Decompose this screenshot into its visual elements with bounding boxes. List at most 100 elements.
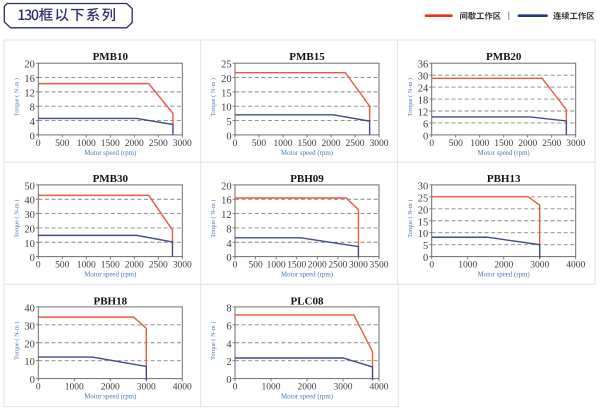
svg-text:4000: 4000 (566, 261, 585, 271)
svg-text:Torque ( N-m ): Torque ( N-m ) (13, 322, 20, 360)
svg-text:Torque ( N-m ): Torque ( N-m ) (210, 322, 217, 360)
svg-text:10: 10 (221, 103, 232, 114)
svg-text:2000: 2000 (101, 383, 120, 393)
svg-text:PBH13: PBH13 (487, 173, 521, 185)
svg-text:2500: 2500 (328, 261, 347, 271)
svg-text:1500: 1500 (101, 139, 120, 149)
svg-text:1000: 1000 (65, 383, 84, 393)
svg-text:8: 8 (226, 224, 231, 235)
svg-text:6: 6 (423, 119, 428, 130)
svg-text:1000: 1000 (262, 383, 281, 393)
svg-text:1000: 1000 (458, 261, 477, 271)
svg-text:500: 500 (55, 139, 70, 149)
svg-text:Torque ( N-m ): Torque ( N-m ) (407, 200, 414, 238)
svg-text:2000: 2000 (125, 139, 144, 149)
svg-text:12: 12 (418, 108, 429, 119)
svg-text:Motor speed (rpm): Motor speed (rpm) (478, 150, 530, 157)
svg-text:PMB20: PMB20 (486, 51, 522, 63)
svg-text:3000: 3000 (566, 139, 585, 149)
svg-text:3000: 3000 (530, 261, 549, 271)
svg-text:2500: 2500 (149, 261, 168, 271)
svg-text:0: 0 (36, 261, 41, 271)
svg-text:15: 15 (418, 217, 429, 228)
svg-text:Motor speed (rpm): Motor speed (rpm) (84, 394, 136, 401)
svg-text:1000: 1000 (77, 261, 96, 271)
svg-text:3000: 3000 (173, 261, 192, 271)
svg-text:1500: 1500 (298, 139, 317, 149)
svg-text:Motor speed (rpm): Motor speed (rpm) (281, 272, 333, 279)
svg-text:0: 0 (30, 375, 35, 386)
svg-text:1000: 1000 (267, 261, 286, 271)
svg-text:5: 5 (423, 241, 428, 252)
svg-text:Motor speed (rpm): Motor speed (rpm) (478, 272, 530, 279)
svg-text:3000: 3000 (370, 139, 389, 149)
svg-text:4: 4 (226, 339, 232, 350)
svg-text:0: 0 (429, 139, 434, 149)
svg-text:30: 30 (24, 321, 35, 332)
svg-text:40: 40 (24, 196, 35, 207)
svg-text:16: 16 (24, 74, 35, 85)
svg-text:12: 12 (24, 88, 35, 99)
svg-text:8: 8 (30, 103, 35, 114)
svg-text:30: 30 (418, 181, 429, 192)
svg-text:Motor speed (rpm): Motor speed (rpm) (281, 394, 333, 401)
svg-text:20: 20 (221, 74, 232, 85)
svg-text:0: 0 (233, 383, 238, 393)
svg-text:4: 4 (30, 117, 36, 128)
svg-text:1000: 1000 (274, 139, 293, 149)
svg-text:1000: 1000 (77, 139, 96, 149)
svg-text:PMB10: PMB10 (93, 51, 129, 63)
svg-text:2000: 2000 (518, 139, 537, 149)
svg-text:2500: 2500 (542, 139, 561, 149)
svg-text:PBH09: PBH09 (290, 173, 324, 185)
svg-text:Torque ( N-m ): Torque ( N-m ) (407, 78, 414, 116)
svg-text:Torque ( N-m ): Torque ( N-m ) (13, 200, 20, 238)
svg-text:25: 25 (221, 60, 232, 71)
svg-text:24: 24 (418, 84, 429, 95)
svg-text:20: 20 (24, 339, 35, 350)
svg-text:2500: 2500 (149, 139, 168, 149)
svg-text:0: 0 (423, 253, 428, 264)
svg-text:2000: 2000 (298, 383, 317, 393)
svg-text:1500: 1500 (101, 261, 120, 271)
svg-text:0: 0 (233, 261, 238, 271)
svg-text:500: 500 (248, 261, 263, 271)
svg-text:PMB30: PMB30 (93, 173, 129, 185)
svg-text:4000: 4000 (370, 383, 389, 393)
svg-text:0: 0 (36, 383, 41, 393)
svg-text:3500: 3500 (370, 261, 389, 271)
svg-text:10: 10 (24, 239, 35, 250)
svg-text:20: 20 (418, 205, 429, 216)
svg-text:1500: 1500 (494, 139, 513, 149)
svg-text:1000: 1000 (470, 139, 489, 149)
svg-text:3000: 3000 (349, 261, 368, 271)
svg-text:Motor speed (rpm): Motor speed (rpm) (84, 150, 136, 157)
svg-text:0: 0 (226, 131, 231, 142)
svg-text:Motor speed (rpm): Motor speed (rpm) (281, 150, 333, 157)
svg-text:30: 30 (24, 210, 35, 221)
svg-text:2000: 2000 (322, 139, 341, 149)
svg-text:2000: 2000 (494, 261, 513, 271)
svg-text:36: 36 (418, 60, 429, 71)
svg-text:1500: 1500 (287, 261, 306, 271)
svg-text:4: 4 (226, 239, 232, 250)
svg-text:0: 0 (226, 375, 231, 386)
svg-text:3000: 3000 (334, 383, 353, 393)
svg-text:6: 6 (226, 321, 231, 332)
svg-text:30: 30 (418, 72, 429, 83)
svg-text:0: 0 (429, 261, 434, 271)
svg-text:12: 12 (221, 210, 232, 221)
svg-text:16: 16 (221, 196, 232, 207)
svg-text:3000: 3000 (173, 139, 192, 149)
svg-text:PMB15: PMB15 (289, 51, 325, 63)
svg-text:500: 500 (449, 139, 464, 149)
svg-text:0: 0 (233, 139, 238, 149)
svg-text:8: 8 (226, 303, 231, 314)
svg-text:500: 500 (252, 139, 267, 149)
svg-text:50: 50 (24, 181, 35, 192)
svg-text:20: 20 (24, 60, 35, 71)
svg-text:0: 0 (226, 253, 231, 264)
svg-text:0: 0 (423, 131, 428, 142)
svg-text:18: 18 (418, 96, 429, 107)
svg-text:2: 2 (226, 357, 231, 368)
